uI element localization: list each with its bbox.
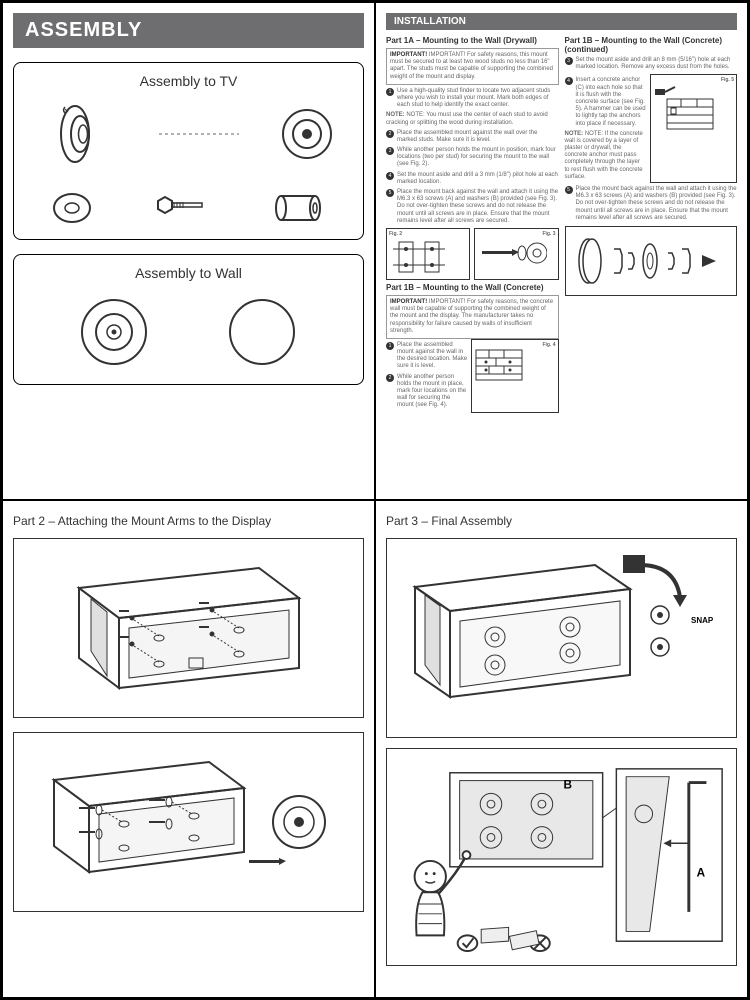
- part2-title: Part 2 – Attaching the Mount Arms to the…: [13, 514, 364, 528]
- part2-diagram-2: [13, 732, 364, 912]
- part1a-title: Part 1A – Mounting to the Wall (Drywall): [386, 36, 559, 45]
- part3-diagram-2: B: [386, 748, 737, 966]
- snap-label: SNAP: [691, 616, 714, 625]
- tv-back-mount-icon: [59, 558, 319, 698]
- tv-back-detail-icon: [39, 752, 339, 892]
- assembly-tv-panel: Assembly to TV: [13, 62, 364, 240]
- wall-bracket-icon: [77, 295, 152, 370]
- part1b-cont-title: Part 1B – Mounting to the Wall (Concrete…: [565, 36, 738, 54]
- exploded-view-box: [565, 226, 738, 296]
- spacer-icon: [267, 187, 327, 229]
- part3-title: Part 3 – Final Assembly: [386, 514, 737, 528]
- step-cont-3: Set the mount aside and drill an 8 mm (5…: [576, 57, 738, 71]
- brick-wall-icon: [474, 348, 524, 383]
- step-cont-4: Insert a concrete anchor (C) into each h…: [576, 77, 646, 127]
- mount-ring-side-icon: [43, 99, 118, 169]
- part3-diagram-1: SNAP: [386, 538, 737, 738]
- step-cont-5: Place the mount back against the wall an…: [576, 186, 738, 222]
- step-1a-5: Place the mount back against the wall an…: [397, 189, 559, 225]
- fig5-box: Fig. 5: [650, 74, 737, 183]
- part3-quadrant: Part 3 – Final Assembly SNAP: [375, 500, 748, 998]
- assembly-wall-title: Assembly to Wall: [22, 265, 355, 281]
- step-1a-4: Set the mount aside and drill a 3 mm (1/…: [397, 172, 559, 186]
- hex-bolt-icon: [150, 187, 210, 229]
- fig4-box: Fig. 4: [471, 339, 558, 413]
- note-cont: NOTE: NOTE: If the concrete wall is cove…: [565, 131, 646, 181]
- part2-diagram-1: [13, 538, 364, 718]
- installation-header: INSTALLATION: [386, 13, 737, 30]
- installation-quadrant: INSTALLATION Part 1A – Mounting to the W…: [375, 2, 748, 500]
- step-1a-2: Place the assembled mount against the wa…: [397, 130, 559, 144]
- label-b: B: [563, 778, 572, 791]
- part2-quadrant: Part 2 – Attaching the Mount Arms to the…: [2, 500, 375, 998]
- assembly-wall-panel: Assembly to Wall: [13, 254, 364, 385]
- step-1a-3: While another person holds the mount in …: [397, 147, 559, 169]
- step-1a-1: Use a high-quality stud finder to locate…: [397, 88, 559, 110]
- mount-ring-front-icon: [280, 107, 335, 162]
- label-a: A: [697, 867, 706, 880]
- assembly-quadrant: ASSEMBLY Assembly to TV: [2, 2, 375, 500]
- assembly-header: ASSEMBLY: [13, 13, 364, 48]
- washer-icon: [51, 187, 93, 229]
- step-1b-2: While another person holds the mount in …: [397, 374, 467, 410]
- note-1a: NOTE: NOTE: You must use the center of e…: [386, 112, 559, 126]
- hammer-wall-icon: [653, 83, 715, 133]
- assembly-tv-title: Assembly to TV: [22, 73, 355, 89]
- exploded-assembly-icon: [570, 231, 730, 291]
- step-1b-1: Place the assembled mount against the wa…: [397, 342, 467, 371]
- fig3-box: Fig. 3: [474, 228, 558, 280]
- important-box-1: IMPORTANT! IMPORTANT! For safety reasons…: [386, 48, 559, 85]
- wall-cover-icon: [225, 295, 300, 370]
- fig2-box: Fig. 2: [386, 228, 470, 280]
- important-box-2: IMPORTANT! IMPORTANT! For safety reasons…: [386, 295, 559, 339]
- part1b-title: Part 1B – Mounting to the Wall (Concrete…: [386, 283, 559, 292]
- person-install-icon: B: [395, 757, 728, 957]
- final-mount-icon: SNAP: [395, 547, 735, 727]
